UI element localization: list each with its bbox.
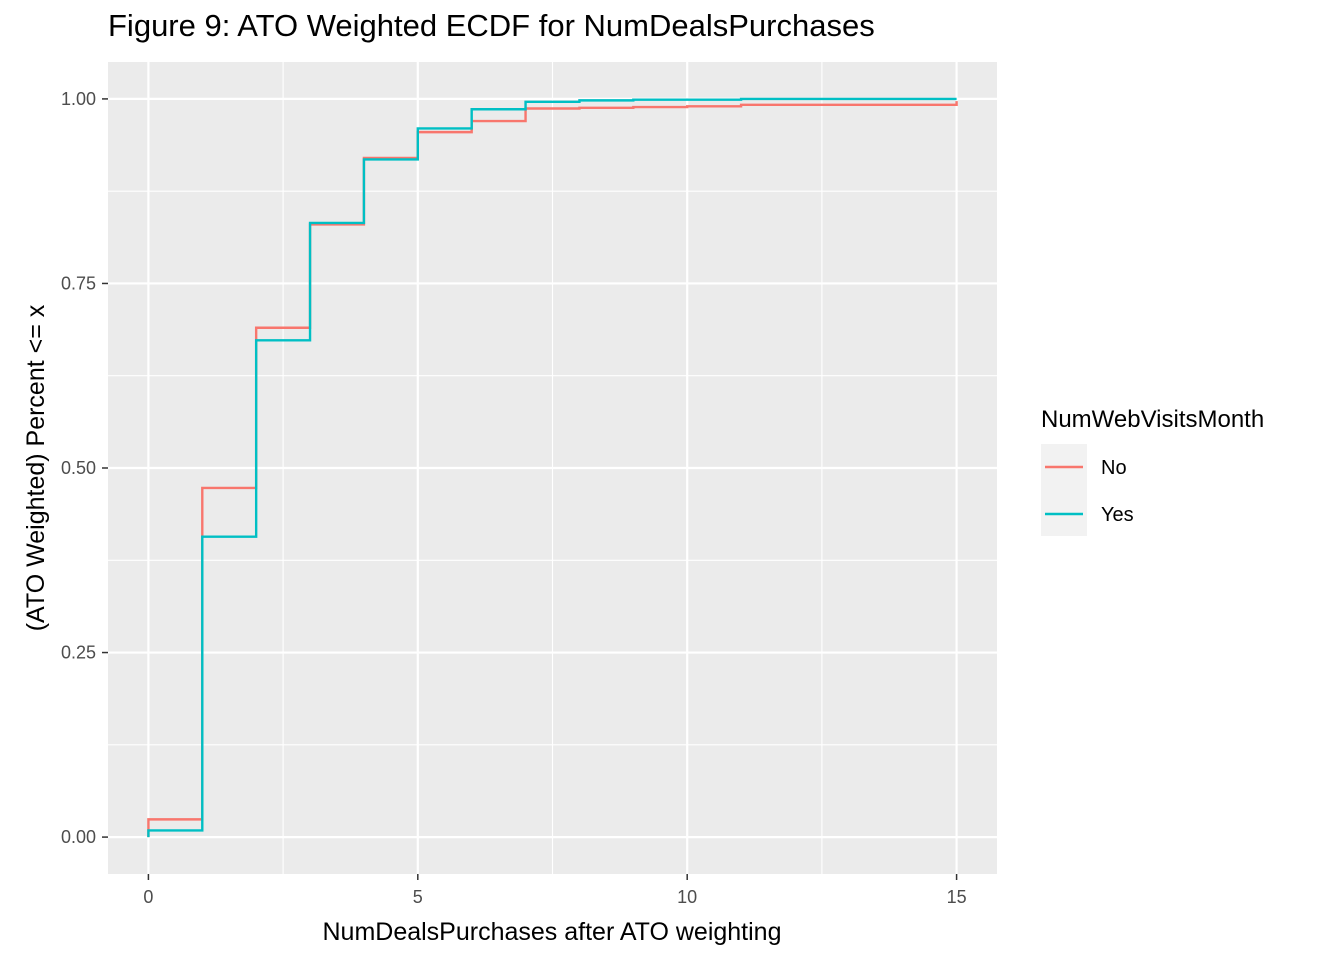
y-axis-title: (ATO Weighted) Percent <= x (22, 304, 50, 631)
chart-title: Figure 9: ATO Weighted ECDF for NumDeals… (108, 8, 875, 43)
legend-label-no: No (1101, 457, 1127, 479)
series-layer (147, 97, 958, 838)
y-axis: 0.00 0.25 0.50 0.75 1.00 (61, 89, 108, 847)
legend: NumWebVisitsMonth No Yes (1041, 406, 1264, 536)
y-tick-label: 0.00 (61, 827, 96, 847)
series-line-yes (147, 97, 957, 838)
x-tick-label: 0 (143, 887, 153, 907)
y-tick-label: 0.75 (61, 273, 96, 293)
y-tick-label: 0.50 (61, 458, 96, 478)
y-tick-label: 0.25 (61, 643, 96, 663)
legend-key-bg (1041, 444, 1087, 536)
legend-title: NumWebVisitsMonth (1041, 406, 1264, 433)
x-axis-title: NumDealsPurchases after ATO weighting (322, 918, 781, 946)
x-axis: 0 5 10 15 (143, 874, 967, 907)
y-tick-label: 1.00 (61, 89, 96, 109)
x-tick-label: 5 (413, 887, 423, 907)
x-tick-label: 15 (947, 887, 967, 907)
x-tick-label: 10 (677, 887, 697, 907)
legend-label-yes: Yes (1101, 504, 1134, 526)
